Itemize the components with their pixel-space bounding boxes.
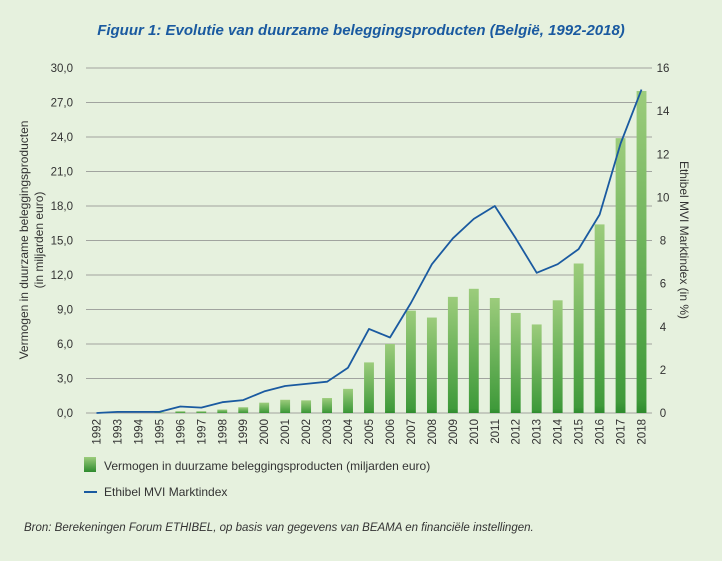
y-left-tick-label: 30,0: [51, 63, 73, 75]
bar: [489, 298, 500, 413]
y-left-tick-label: 18,0: [51, 201, 73, 213]
legend-line-label: Ethibel MVI Marktindex: [104, 485, 227, 499]
y-right-axis-title: Ethibel MVI Marktindex (in %): [677, 161, 691, 319]
x-tick-label: 2015: [574, 419, 586, 445]
x-tick-label: 1992: [91, 419, 103, 445]
bar: [280, 399, 291, 413]
y-left-tick-label: 6,0: [57, 339, 73, 351]
y-left-tick-label: 9,0: [57, 305, 73, 317]
x-tick-label: 1995: [154, 419, 166, 445]
y-right-tick-label: 0: [660, 408, 666, 420]
legend-bar-swatch: [84, 457, 96, 472]
y-right-tick-label: 4: [660, 322, 667, 334]
y-left-axis-title: Vermogen in duurzame beleggingsproducten: [17, 121, 31, 360]
bar: [636, 91, 647, 413]
y-left-tick-label: 0,0: [57, 408, 73, 420]
x-tick-label: 1997: [196, 419, 208, 445]
y-left-tick-label: 24,0: [51, 132, 73, 144]
bar: [301, 400, 312, 413]
bar: [594, 224, 605, 413]
bar: [531, 324, 542, 413]
x-tick-label: 2010: [469, 419, 481, 445]
legend-bar-label: Vermogen in duurzame beleggingsproducten…: [104, 459, 430, 473]
bar: [238, 407, 249, 413]
y-right-tick-label: 2: [660, 365, 666, 377]
y-left-tick-label: 15,0: [51, 236, 73, 248]
x-tick-label: 2007: [406, 419, 418, 445]
bar: [447, 296, 458, 413]
bar: [510, 312, 521, 413]
x-tick-label: 1996: [175, 419, 187, 445]
x-tick-label: 2002: [301, 419, 313, 445]
bar: [364, 362, 374, 413]
x-tick-label: 2006: [385, 419, 397, 445]
y-right-tick-label: 10: [657, 192, 670, 204]
bar: [343, 388, 353, 413]
y-right-tick-label: 12: [657, 149, 670, 161]
x-tick-label: 2018: [637, 419, 649, 445]
x-tick-label: 1999: [238, 419, 250, 445]
bar: [405, 310, 416, 413]
x-tick-label: 2012: [511, 419, 523, 445]
y-right-tick-label: 16: [657, 63, 670, 75]
x-tick-label: 2014: [553, 418, 565, 444]
chart-svg: 0,0 3,0 6,0 9,0 12,0 15,0 18,0 21,0 24,0 27,0 30,0…: [17, 63, 691, 499]
x-tick-label: 2011: [490, 419, 502, 444]
bar: [385, 344, 395, 413]
x-tick-label: 2013: [532, 419, 544, 445]
x-tick-label: 2005: [364, 419, 376, 445]
x-tick-label: 2009: [448, 419, 460, 445]
bar: [196, 411, 207, 413]
bar: [468, 288, 479, 413]
y-right-tick-label: 8: [660, 236, 666, 248]
bar: [217, 409, 228, 413]
y-right-tick-label: 14: [657, 106, 670, 118]
bar: [573, 263, 584, 413]
y-left-tick-label: 3,0: [57, 374, 73, 386]
x-tick-label: 2008: [427, 419, 439, 445]
x-tick-label: 2001: [280, 419, 292, 445]
source-note: Bron: Berekeningen Forum ETHIBEL, op bas…: [24, 522, 534, 534]
x-tick-label: 2003: [322, 419, 334, 445]
y-left-tick-label: 21,0: [51, 167, 73, 179]
bar: [552, 300, 563, 413]
y-right-tick-label: 6: [660, 279, 666, 291]
y-left-axis-subtitle: (in miljarden euro): [32, 192, 46, 289]
chart-title: Figuur 1: Evolutie van duurzame beleggin…: [97, 22, 625, 39]
index-line: [96, 89, 643, 414]
y-left-tick-label: 12,0: [51, 270, 73, 282]
bar: [615, 138, 626, 413]
y-left-tick-label: 27,0: [51, 98, 73, 110]
bar: [322, 398, 333, 413]
x-tick-label: 2017: [616, 419, 628, 445]
bar: [259, 402, 270, 413]
x-tick-label: 2016: [595, 419, 607, 445]
x-tick-label: 1998: [217, 419, 229, 445]
bar: [175, 411, 186, 413]
x-tick-label: 2000: [259, 419, 271, 445]
x-tick-label: 1993: [112, 419, 124, 445]
x-tick-label: 1994: [133, 418, 145, 444]
bar: [426, 317, 437, 413]
x-tick-label: 2004: [343, 418, 355, 444]
